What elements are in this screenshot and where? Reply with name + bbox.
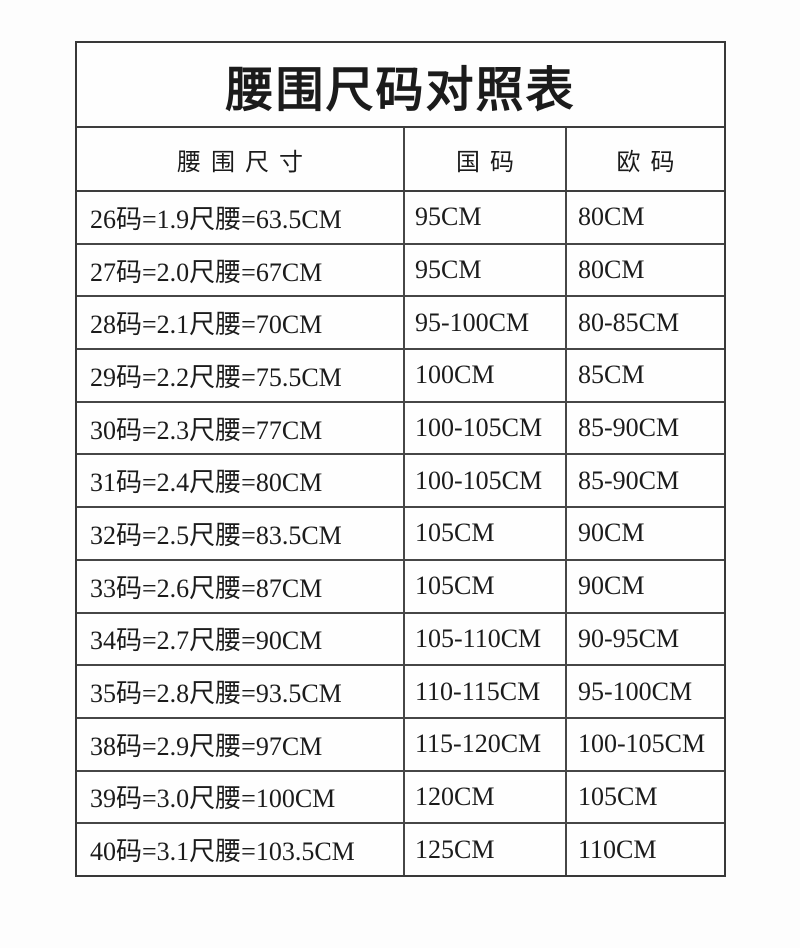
cell-china-size: 95CM [405, 192, 567, 243]
table-row: 40码=3.1尺腰=103.5CM 125CM 110CM [77, 822, 724, 875]
cell-waist-size: 31码=2.4尺腰=80CM [77, 455, 405, 507]
table-body: 26码=1.9尺腰=63.5CM 95CM 80CM 27码=2.0尺腰=67C… [77, 192, 724, 875]
cell-eu-size: 80-85CM [578, 307, 680, 337]
table-title: 腰围尺码对照表 [77, 43, 724, 128]
cell-waist-size: 40码=3.1尺腰=103.5CM [77, 824, 405, 875]
cell-waist-size: 39码=3.0尺腰=100CM [77, 771, 405, 823]
cell-china-size: 115-120CM [405, 718, 567, 770]
cell-china-size: 100-105CM [405, 455, 567, 507]
table-row: 26码=1.9尺腰=63.5CM 95CM 80CM [77, 192, 724, 243]
table-row: 27码=2.0尺腰=67CM 95CM 80CM [77, 242, 724, 296]
table-row: 32码=2.5尺腰=83.5CM 105CM 90CM [77, 506, 724, 559]
cell-eu-size: 85-90CM [578, 413, 680, 443]
cell-waist-size: 28码=2.1尺腰=70CM [77, 297, 405, 349]
table-row: 33码=2.6尺腰=87CM 105CM 90CM [77, 558, 724, 612]
cell-china-size: 105-110CM [405, 613, 567, 665]
header-waist-size: 腰围尺寸 [77, 128, 405, 190]
cell-waist-size: 33码=2.6尺腰=87CM [77, 560, 405, 612]
cell-eu-size: 100-105CM [578, 729, 706, 759]
cell-china-size: 105CM [405, 560, 567, 612]
table-row: 30码=2.3尺腰=77CM 100-105CM 85-90CM [77, 400, 724, 454]
cell-eu-size: 85-90CM [578, 465, 680, 495]
header-eu-size: 欧码 [616, 149, 685, 176]
cell-eu-size: 90CM [578, 518, 645, 548]
cell-waist-size: 35码=2.8尺腰=93.5CM [77, 666, 405, 717]
cell-china-size: 100-105CM [405, 402, 567, 454]
cell-waist-size: 30码=2.3尺腰=77CM [77, 402, 405, 454]
cell-waist-size: 26码=1.9尺腰=63.5CM [77, 192, 405, 243]
cell-eu-size: 105CM [578, 781, 658, 811]
table-row: 38码=2.9尺腰=97CM 115-120CM 100-105CM [77, 716, 724, 770]
cell-eu-size: 90CM [578, 571, 645, 601]
table-header-row: 腰围尺寸 国码 欧码 [77, 128, 724, 192]
cell-waist-size: 38码=2.9尺腰=97CM [77, 718, 405, 770]
cell-eu-size: 80CM [578, 202, 645, 232]
cell-eu-size: 95-100CM [578, 676, 693, 706]
table-row: 34码=2.7尺腰=90CM 105-110CM 90-95CM [77, 611, 724, 665]
cell-waist-size: 27码=2.0尺腰=67CM [77, 244, 405, 296]
table-row: 29码=2.2尺腰=75.5CM 100CM 85CM [77, 348, 724, 401]
cell-waist-size: 34码=2.7尺腰=90CM [77, 613, 405, 665]
cell-china-size: 95CM [405, 244, 567, 296]
table-row: 39码=3.0尺腰=100CM 120CM 105CM [77, 769, 724, 823]
table-row: 35码=2.8尺腰=93.5CM 110-115CM 95-100CM [77, 664, 724, 717]
header-china-size: 国码 [405, 128, 567, 190]
cell-china-size: 125CM [405, 824, 567, 875]
cell-waist-size: 32码=2.5尺腰=83.5CM [77, 508, 405, 559]
table-row: 31码=2.4尺腰=80CM 100-105CM 85-90CM [77, 453, 724, 507]
cell-eu-size: 110CM [578, 834, 657, 864]
cell-china-size: 105CM [405, 508, 567, 559]
cell-china-size: 120CM [405, 771, 567, 823]
cell-waist-size: 29码=2.2尺腰=75.5CM [77, 350, 405, 401]
cell-china-size: 110-115CM [405, 666, 567, 717]
cell-eu-size: 90-95CM [578, 623, 680, 653]
cell-china-size: 100CM [405, 350, 567, 401]
table-row: 28码=2.1尺腰=70CM 95-100CM 80-85CM [77, 295, 724, 349]
waist-size-comparison-table: 腰围尺码对照表 腰围尺寸 国码 欧码 26码=1.9尺腰=63.5CM 95CM… [75, 41, 726, 877]
cell-eu-size: 80CM [578, 255, 645, 285]
cell-china-size: 95-100CM [405, 297, 567, 349]
cell-eu-size: 85CM [578, 360, 645, 390]
